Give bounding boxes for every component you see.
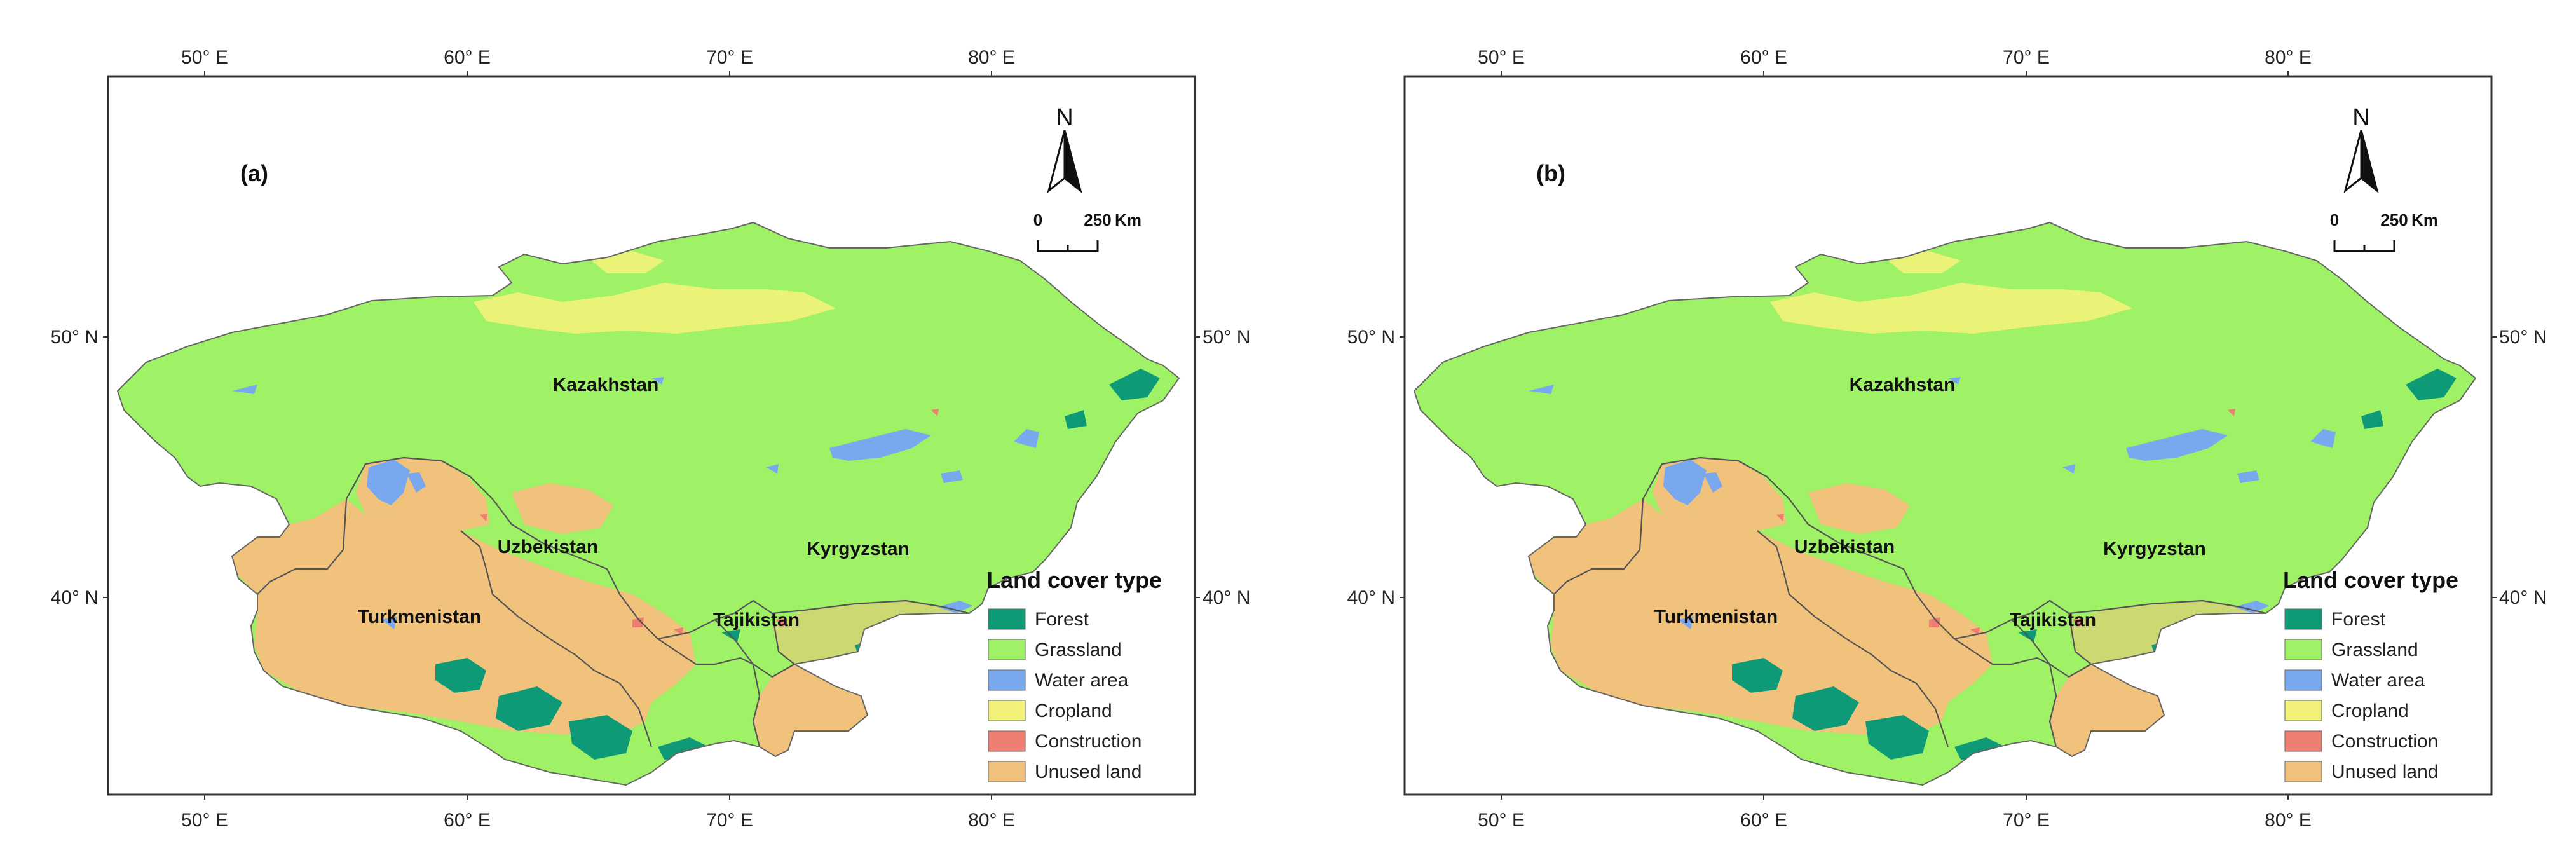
legend-item-label: Construction <box>1035 731 1141 752</box>
scale-unit: Km <box>1115 210 1141 229</box>
legend-swatch <box>2284 761 2322 782</box>
legend-swatch <box>988 608 1026 630</box>
right-latitude-tick: 50° N <box>2499 327 2547 348</box>
legend-item-label: Cropland <box>1035 700 1112 721</box>
legend-swatch <box>2284 730 2322 752</box>
legend-swatch <box>988 669 1026 691</box>
scale-end: 250 <box>2380 210 2408 229</box>
right-latitude-tick: 40° N <box>2499 587 2547 608</box>
legend-swatch <box>988 700 1026 721</box>
legend-title: Land cover type <box>986 567 1162 593</box>
scale-unit: Km <box>2411 210 2438 229</box>
legend-item-label: Forest <box>1035 609 1089 630</box>
bottom-longitude-tick: 80° E <box>2265 810 2312 831</box>
top-longitude-tick: 70° E <box>706 47 753 68</box>
bottom-longitude-tick: 70° E <box>2003 810 2050 831</box>
country-label-tajikistan: Tajikistan <box>2010 610 2096 631</box>
legend-item-label: Unused land <box>2331 761 2438 782</box>
country-label-turkmenistan: Turkmenistan <box>1654 606 1778 627</box>
country-label-uzbekistan: Uzbekistan <box>1794 536 1895 557</box>
bottom-longitude-tick: 50° E <box>181 810 228 831</box>
legend-title: Land cover type <box>2283 567 2458 593</box>
legend-swatch <box>988 761 1026 782</box>
legend-item-label: Forest <box>2331 609 2386 630</box>
legend: Land cover type Forest Grassland Water area… <box>986 567 1162 782</box>
panel-label: (a) <box>240 160 268 186</box>
legend-swatch <box>988 730 1026 752</box>
panel-a: Kazakhstan Uzbekistan Kyrgyzstan Turkmenist… <box>51 47 1251 831</box>
panel-b: Kazakhstan Uzbekistan Kyrgyzstan Turkmenist… <box>1347 47 2547 831</box>
right-latitude-tick: 40° N <box>1203 587 1250 608</box>
country-label-kazakhstan: Kazakhstan <box>553 374 659 395</box>
top-longitude-tick: 50° E <box>1478 47 1525 68</box>
north-label: N <box>1056 104 1073 131</box>
country-label-tajikistan: Tajikistan <box>713 610 800 631</box>
left-latitude-tick: 40° N <box>1347 587 1395 608</box>
country-label-turkmenistan: Turkmenistan <box>358 606 482 627</box>
top-longitude-tick: 60° E <box>1740 47 1787 68</box>
legend-swatch <box>2284 669 2322 691</box>
legend-item-label: Construction <box>2331 731 2438 752</box>
bottom-longitude-tick: 80° E <box>968 810 1015 831</box>
top-longitude-tick: 80° E <box>968 47 1015 68</box>
country-label-kyrgyzstan: Kyrgyzstan <box>2103 538 2206 559</box>
north-arrow-icon <box>1047 130 1082 194</box>
legend-item-label: Cropland <box>2331 700 2409 721</box>
scale-bar <box>2333 240 2395 252</box>
bottom-longitude-tick: 70° E <box>706 810 753 831</box>
legend: Land cover type Forest Grassland Water area… <box>2283 567 2458 782</box>
scale-bar <box>1037 240 1099 252</box>
country-label-kazakhstan: Kazakhstan <box>1850 374 1956 395</box>
right-latitude-tick: 50° N <box>1203 327 1250 348</box>
top-longitude-tick: 70° E <box>2003 47 2050 68</box>
legend-item-label: Water area <box>2331 670 2425 691</box>
legend-item-label: Grassland <box>1035 639 1122 660</box>
top-longitude-tick: 50° E <box>181 47 228 68</box>
country-label-uzbekistan: Uzbekistan <box>498 536 598 557</box>
left-latitude-tick: 50° N <box>51 327 99 348</box>
country-label-kyrgyzstan: Kyrgyzstan <box>807 538 910 559</box>
legend-item-label: Unused land <box>1035 761 1141 782</box>
top-longitude-tick: 80° E <box>2265 47 2312 68</box>
legend-item-label: Grassland <box>2331 639 2418 660</box>
bottom-longitude-tick: 60° E <box>444 810 491 831</box>
legend-swatch <box>2284 608 2322 630</box>
scale-end: 250 <box>1084 210 1111 229</box>
panel-label: (b) <box>1536 160 1565 186</box>
legend-swatch <box>988 639 1026 660</box>
top-longitude-tick: 60° E <box>444 47 491 68</box>
north-label: N <box>2352 104 2369 131</box>
bottom-longitude-tick: 60° E <box>1740 810 1787 831</box>
legend-swatch <box>2284 639 2322 660</box>
scale-start: 0 <box>2330 210 2339 229</box>
legend-item-label: Water area <box>1035 670 1129 691</box>
legend-swatch <box>2284 700 2322 721</box>
scale-start: 0 <box>1033 210 1042 229</box>
left-latitude-tick: 50° N <box>1347 327 1395 348</box>
bottom-longitude-tick: 50° E <box>1478 810 1525 831</box>
north-arrow-icon <box>2343 130 2379 194</box>
left-latitude-tick: 40° N <box>51 587 99 608</box>
